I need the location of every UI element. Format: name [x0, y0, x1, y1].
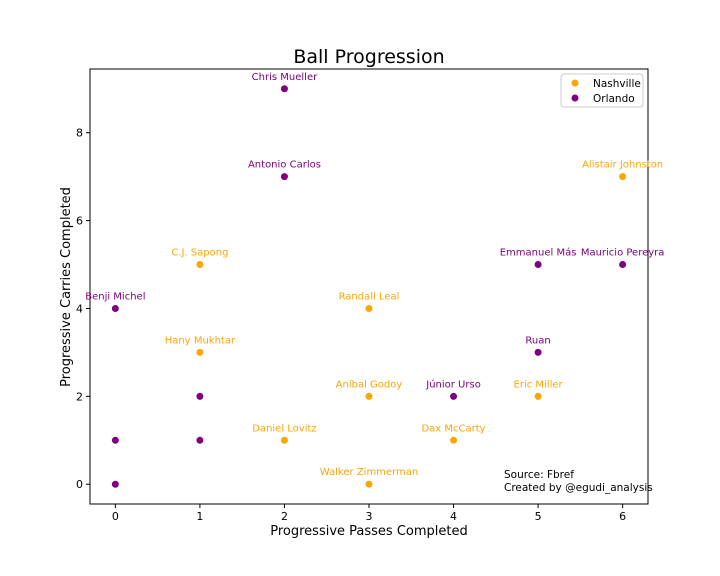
plot-area	[89, 68, 649, 505]
y-tick-label: 4	[76, 302, 83, 315]
point-labels: Alistair Johnston C.J. Sapong Randall Leal…	[85, 72, 664, 478]
point-nashville	[534, 392, 542, 400]
point-nashville	[365, 480, 373, 488]
x-tick-label: 0	[112, 510, 119, 523]
y-axis-label: Progressive Carries Completed	[59, 187, 74, 387]
source-annotation: Source: Fbref	[504, 469, 574, 481]
point-label: Randall Leal	[339, 291, 400, 302]
x-axis: 0 1 2 3 4 5 6	[112, 504, 626, 523]
x-tick-label: 1	[196, 510, 203, 523]
y-tick-label: 8	[76, 127, 83, 140]
point-label: Chris Mueller	[252, 72, 318, 83]
credit-annotation: Created by @egudi_analysis	[504, 482, 653, 494]
point-label: Walker Zimmerman	[320, 467, 418, 478]
y-axis: 0 2 4 6 8	[76, 127, 90, 491]
x-tick-label: 3	[366, 510, 373, 523]
point-orlando	[111, 304, 119, 312]
point-label: Ruan	[525, 335, 550, 346]
point-label: Hany Mukhtar	[165, 335, 236, 346]
point-orlando	[280, 173, 288, 181]
x-tick-label: 4	[450, 510, 457, 523]
data-points	[111, 85, 627, 488]
point-orlando	[111, 480, 119, 488]
x-axis-label: Progressive Passes Completed	[270, 524, 468, 539]
point-nashville	[450, 436, 458, 444]
point-nashville	[196, 261, 204, 269]
chart-title: Ball Progression	[293, 46, 444, 68]
y-tick-label: 0	[76, 478, 83, 491]
point-nashville	[280, 436, 288, 444]
point-label: Aníbal Godoy	[336, 378, 403, 390]
point-nashville	[365, 304, 373, 312]
point-label: Dax McCarty	[421, 423, 485, 434]
point-nashville	[196, 348, 204, 356]
point-nashville	[619, 173, 627, 181]
x-tick-label: 6	[619, 510, 626, 523]
point-orlando	[534, 261, 542, 269]
point-orlando	[196, 436, 204, 444]
point-label: Benji Michel	[85, 291, 145, 302]
point-orlando	[196, 392, 204, 400]
point-nashville	[365, 392, 373, 400]
legend: Nashville Orlando	[560, 73, 644, 108]
point-label: Mauricio Pereyra	[581, 248, 665, 259]
legend-marker-orlando	[571, 94, 579, 102]
point-orlando	[111, 436, 119, 444]
point-label: Daniel Lovitz	[252, 423, 316, 434]
y-tick-label: 6	[76, 215, 83, 228]
legend-box	[560, 73, 644, 108]
y-tick-label: 2	[76, 390, 83, 403]
point-orlando	[534, 348, 542, 356]
x-tick-label: 5	[535, 510, 542, 523]
point-label: Emmanuel Más	[500, 247, 577, 259]
legend-label-orlando: Orlando	[593, 93, 635, 105]
legend-marker-nashville	[571, 79, 579, 87]
point-orlando	[450, 392, 458, 400]
x-tick-label: 2	[281, 510, 288, 523]
point-label: C.J. Sapong	[171, 248, 228, 259]
legend-label-nashville: Nashville	[593, 78, 641, 90]
point-orlando	[619, 261, 627, 269]
point-label: Eric Miller	[514, 379, 564, 390]
point-label: Antonio Carlos	[248, 160, 321, 171]
point-orlando	[280, 85, 288, 93]
point-label: Júnior Urso	[425, 378, 481, 390]
point-label: Alistair Johnston	[582, 160, 663, 171]
